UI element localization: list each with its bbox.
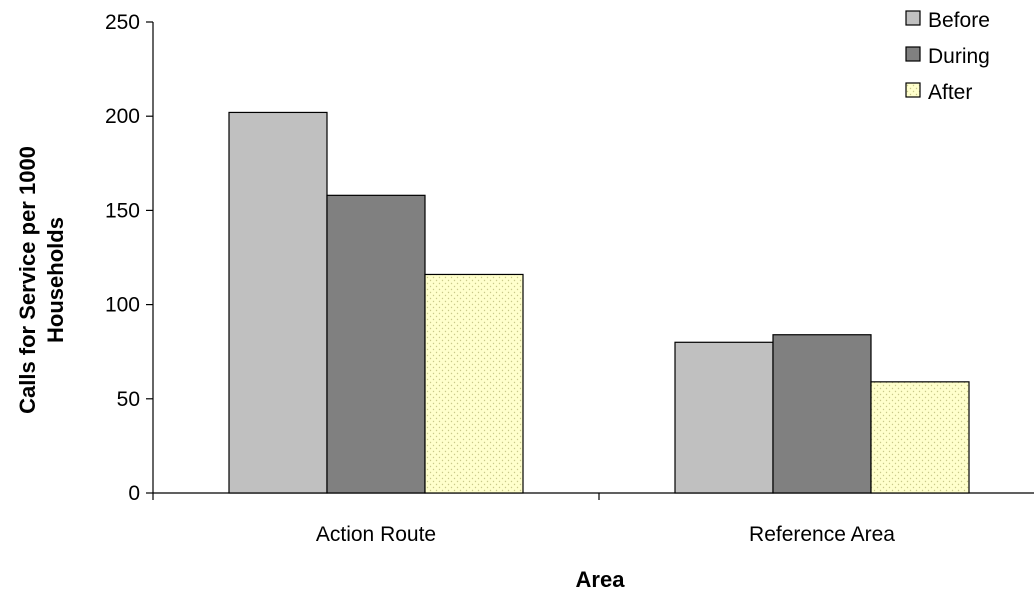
bar-before-reference-area: [674, 341, 774, 494]
legend: Before During After: [905, 9, 990, 104]
legend-label-during: During: [928, 45, 990, 68]
y-tick-label: 0: [128, 482, 140, 505]
bar-during-action-route: [326, 194, 426, 494]
y-axis-title-line-2: Households: [43, 217, 68, 343]
legend-swatch-before: [905, 10, 921, 26]
x-axis-title: Area: [576, 567, 626, 592]
y-axis-title-line-1: Calls for Service per 1000: [15, 146, 40, 414]
y-tick-label: 200: [105, 105, 140, 128]
bar-during-reference-area: [772, 334, 872, 494]
bars: [228, 111, 970, 494]
x-category-label: Action Route: [316, 523, 436, 546]
x-category-label: Reference Area: [749, 523, 895, 546]
legend-swatch-after: [905, 82, 921, 98]
y-tick-label: 50: [117, 388, 140, 411]
y-axis-title: Calls for Service per 1000 Households: [15, 146, 68, 414]
bar-before-action-route: [228, 111, 328, 494]
bar-after-reference-area: [870, 381, 970, 494]
legend-label-before: Before: [928, 9, 990, 32]
x-axis: Action Route Reference Area: [152, 492, 1034, 546]
y-tick-label: 100: [105, 294, 140, 317]
legend-swatch-during: [905, 46, 921, 62]
y-tick-label: 150: [105, 199, 140, 222]
y-axis: 0 50 100 150 200 250: [105, 11, 154, 505]
legend-label-after: After: [928, 81, 972, 104]
y-tick-label: 250: [105, 11, 140, 34]
bar-after-action-route: [424, 273, 524, 494]
